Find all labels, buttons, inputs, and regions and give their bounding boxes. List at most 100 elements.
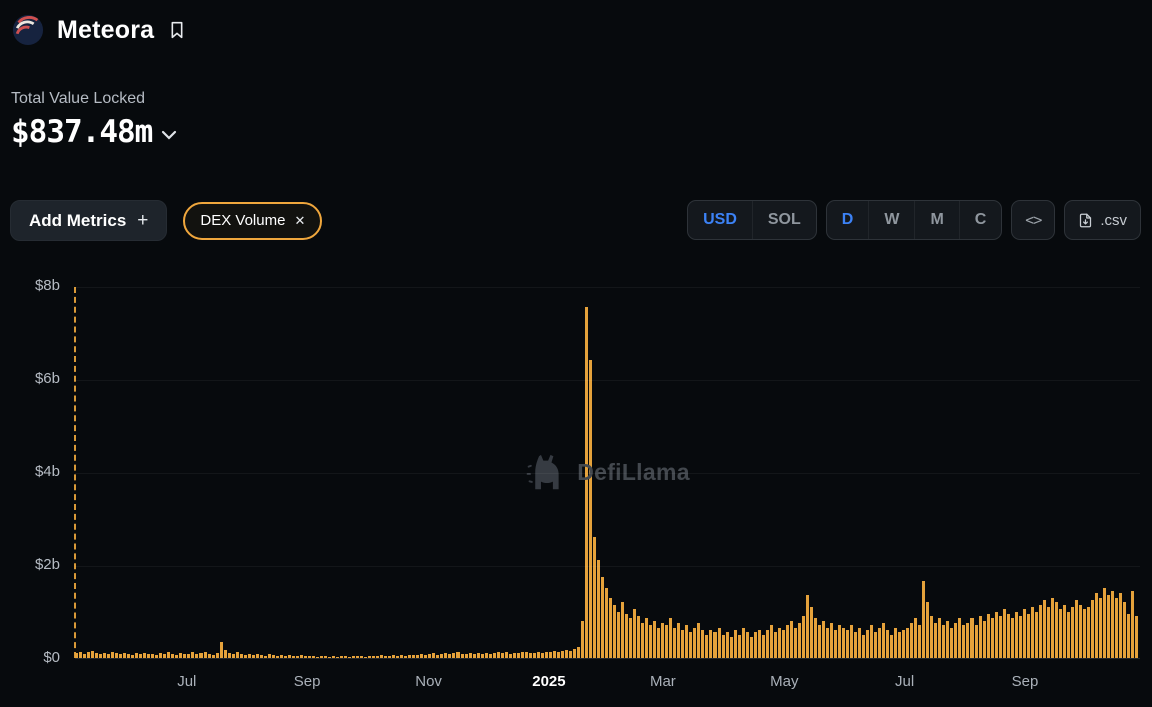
- volume-bar: [540, 652, 544, 658]
- volume-bar: [452, 653, 456, 658]
- volume-bar: [673, 627, 677, 658]
- volume-bar: [95, 653, 99, 658]
- csv-download-button[interactable]: .csv: [1064, 200, 1141, 240]
- volume-bar: [179, 652, 183, 658]
- csv-file-icon: [1078, 213, 1093, 228]
- add-metrics-button[interactable]: Add Metrics +: [10, 200, 168, 241]
- volume-bar: [323, 655, 327, 658]
- y-axis-label: $4b: [34, 463, 60, 480]
- plot-area[interactable]: DefiLlama: [74, 287, 1140, 659]
- x-axis-label: Mar: [649, 673, 676, 690]
- volume-bar: [259, 654, 263, 658]
- volume-bar: [512, 652, 516, 658]
- volume-bar: [1006, 613, 1010, 658]
- x-axis-label: Jul: [895, 673, 915, 690]
- volume-bar: [741, 627, 745, 658]
- interval-weekly-button[interactable]: W: [868, 201, 914, 239]
- interval-monthly-button[interactable]: M: [914, 201, 958, 239]
- x-axis-label: Sep: [293, 673, 321, 690]
- volume-bar: [143, 652, 147, 658]
- header: Meteora: [12, 14, 187, 46]
- volume-bar: [1042, 599, 1046, 658]
- volume-bar: [693, 627, 697, 658]
- volume-bar: [247, 654, 251, 658]
- volume-bar: [251, 655, 255, 658]
- y-axis-label: $2b: [34, 556, 60, 573]
- x-axis-label: Nov: [415, 673, 442, 690]
- volume-bar: [1115, 597, 1119, 658]
- volume-bar: [480, 654, 484, 658]
- volume-bar: [91, 651, 95, 658]
- volume-bar: [380, 655, 384, 658]
- currency-usd-button[interactable]: USD: [688, 201, 752, 239]
- volume-bar: [1050, 597, 1054, 658]
- tvl-value: $837.48m: [11, 114, 153, 150]
- volume-bar: [962, 625, 966, 658]
- volume-bar: [231, 654, 235, 658]
- volume-bar: [1002, 609, 1006, 658]
- add-metrics-label: Add Metrics: [29, 210, 127, 230]
- volume-bar: [757, 630, 761, 658]
- volume-bar: [846, 630, 850, 658]
- volume-bar: [344, 656, 348, 658]
- volume-bar: [817, 625, 821, 658]
- volume-bar: [906, 627, 910, 658]
- dashed-marker-line: [74, 287, 76, 658]
- volume-bar: [295, 655, 299, 658]
- volume-bar: [902, 630, 906, 658]
- volume-bar: [958, 618, 962, 658]
- bookmark-icon[interactable]: [167, 18, 187, 42]
- volume-bar: [115, 653, 119, 658]
- volume-bar: [669, 618, 673, 658]
- volume-bar: [376, 656, 380, 658]
- volume-bar: [356, 655, 360, 658]
- dex-volume-chip[interactable]: DEX Volume ✕: [183, 201, 323, 240]
- y-axis-label: $6b: [34, 370, 60, 387]
- volume-bar: [163, 654, 167, 658]
- volume-bar: [436, 654, 440, 658]
- volume-bar: [1034, 611, 1038, 658]
- volume-bar: [75, 653, 79, 658]
- volume-bar: [420, 654, 424, 658]
- volume-bar: [552, 650, 556, 658]
- volume-bar: [1030, 606, 1034, 658]
- volume-bar: [340, 655, 344, 658]
- volume-bar: [713, 632, 717, 658]
- interval-cumulative-button[interactable]: C: [958, 201, 1002, 239]
- volume-bar: [769, 625, 773, 658]
- volume-bar: [484, 653, 488, 658]
- interval-toggle: D W M C: [825, 200, 1003, 240]
- close-icon[interactable]: ✕: [294, 212, 306, 228]
- volume-bar: [556, 651, 560, 658]
- x-axis-label: Sep: [1011, 673, 1039, 690]
- volume-bar: [765, 630, 769, 658]
- embed-code-button[interactable]: <>: [1011, 200, 1056, 240]
- volume-bar: [243, 654, 247, 658]
- volume-bar: [119, 654, 123, 658]
- volume-bar: [440, 653, 444, 658]
- volume-bar: [187, 653, 191, 658]
- volume-bar: [1054, 602, 1058, 658]
- volume-bar: [950, 627, 954, 658]
- toolbar-left: Add Metrics + DEX Volume ✕: [10, 200, 323, 241]
- chevron-down-icon[interactable]: [161, 124, 177, 140]
- tvl-label: Total Value Locked: [11, 90, 146, 107]
- volume-bar: [942, 625, 946, 658]
- volume-bar: [131, 654, 135, 658]
- volume-bar: [821, 620, 825, 658]
- volume-bar: [199, 653, 203, 658]
- volume-bar: [488, 653, 492, 658]
- volume-bar: [1038, 604, 1042, 658]
- volume-bar: [568, 650, 572, 658]
- volume-bar: [147, 653, 151, 658]
- volume-bar: [653, 620, 657, 658]
- volume-bar: [520, 652, 524, 658]
- volume-bar: [404, 655, 408, 658]
- volume-bar: [721, 634, 725, 658]
- interval-daily-button[interactable]: D: [827, 201, 869, 239]
- volume-bar: [151, 654, 155, 658]
- csv-label: .csv: [1100, 211, 1127, 229]
- volume-bar: [966, 623, 970, 658]
- volume-bar: [1119, 592, 1123, 658]
- currency-sol-button[interactable]: SOL: [751, 201, 816, 239]
